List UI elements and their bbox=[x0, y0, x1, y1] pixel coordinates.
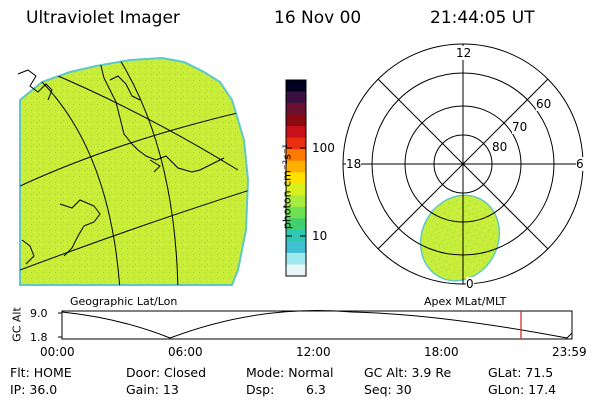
time-tick-1200: 12:00 bbox=[296, 345, 331, 359]
altitude-ytick-low: 1.8 bbox=[30, 331, 48, 344]
mlt-label-0: 0 bbox=[466, 277, 474, 291]
colorbar-swatch bbox=[286, 183, 306, 196]
colorbar-frame bbox=[285, 79, 307, 277]
info-glat: GLat: 71.5 bbox=[488, 365, 554, 380]
colorbar-swatch bbox=[286, 103, 306, 116]
info-gain: Gain: 13 bbox=[126, 382, 179, 397]
colorbar-tick-100: 100 bbox=[312, 141, 335, 155]
globe-emission-fill bbox=[19, 56, 250, 286]
altitude-ytick-high: 9.0 bbox=[30, 307, 48, 320]
altitude-plot bbox=[58, 310, 573, 340]
coastline-4 bbox=[149, 159, 161, 173]
coastline-2 bbox=[109, 75, 141, 101]
mlt-label-18: 18 bbox=[346, 157, 362, 171]
time-tick-0600: 06:00 bbox=[168, 345, 203, 359]
lon-line-2 bbox=[119, 59, 179, 285]
colorbar-swatch bbox=[286, 126, 306, 139]
polar-plot bbox=[342, 43, 584, 285]
colorbar-swatch bbox=[286, 160, 306, 173]
colorbar-swatch bbox=[286, 206, 306, 219]
mlt-label-6: 6 bbox=[576, 157, 584, 171]
date-label: 16 Nov 00 bbox=[274, 8, 362, 28]
colorbar-swatch bbox=[286, 137, 306, 150]
mlat-label-60: 60 bbox=[536, 97, 552, 111]
mlat-label-70: 70 bbox=[512, 120, 528, 134]
colorbar-swatch bbox=[286, 172, 306, 185]
polar-axis-diag-2 bbox=[377, 78, 549, 250]
altitude-plot-frame bbox=[61, 310, 573, 340]
time-tick-0000: 00:00 bbox=[40, 345, 75, 359]
colorbar-swatch bbox=[286, 80, 306, 93]
geographic-globe bbox=[17, 56, 250, 286]
coastline-outside bbox=[17, 69, 53, 101]
mlat-label-80: 80 bbox=[492, 140, 508, 154]
coastline-5 bbox=[21, 239, 35, 265]
app-title: Ultraviolet Imager bbox=[26, 8, 180, 28]
lon-line-1 bbox=[39, 79, 121, 285]
colorbar-ticks bbox=[286, 147, 306, 237]
info-mode: Mode: Normal bbox=[246, 365, 334, 380]
colorbar-swatch bbox=[286, 264, 306, 277]
altitude-ylabel: GC Alt bbox=[10, 307, 24, 342]
lon-line-3 bbox=[43, 69, 239, 171]
info-gcalt: GC Alt: 3.9 Re bbox=[364, 365, 452, 380]
info-flt: Flt: HOME bbox=[10, 365, 72, 380]
time-tick-2359: 23:59 bbox=[552, 345, 587, 359]
lat-line-2 bbox=[20, 189, 248, 271]
info-glon: GLon: 17.4 bbox=[488, 382, 557, 397]
colorbar-swatch bbox=[286, 252, 306, 266]
globe-label: Geographic Lat/Lon bbox=[70, 295, 178, 308]
altitude-curve bbox=[61, 310, 573, 339]
time-tick-1800: 18:00 bbox=[424, 345, 459, 359]
info-seq: Seq: 30 bbox=[364, 382, 412, 397]
info-door: Door: Closed bbox=[126, 365, 207, 380]
colorbar-swatch bbox=[286, 149, 306, 162]
coastline-1 bbox=[99, 61, 225, 173]
colorbar-swatch bbox=[286, 241, 306, 254]
info-dsp-value: 6.3 bbox=[306, 382, 326, 397]
colorbar-swatch bbox=[286, 229, 306, 243]
colorbar-swatch bbox=[286, 91, 306, 104]
colorbar-swatch bbox=[286, 195, 306, 208]
colorbar-swatch bbox=[286, 218, 306, 231]
colorbar bbox=[285, 79, 307, 277]
colorbar-unit-label: photon cm⁻²s⁻¹ bbox=[280, 143, 294, 230]
auroral-oval bbox=[419, 194, 501, 282]
lat-line-1 bbox=[20, 109, 248, 187]
coastline-3 bbox=[59, 199, 101, 257]
info-dsp-label: Dsp: bbox=[246, 382, 275, 397]
colorbar-tick-10: 10 bbox=[312, 229, 328, 243]
colorbar-swatch bbox=[286, 114, 306, 127]
mlt-label-12: 12 bbox=[456, 46, 472, 60]
polar-label: Apex MLat/MLT bbox=[424, 295, 507, 308]
info-ip: IP: 36.0 bbox=[10, 382, 58, 397]
time-label: 21:44:05 UT bbox=[430, 8, 535, 28]
